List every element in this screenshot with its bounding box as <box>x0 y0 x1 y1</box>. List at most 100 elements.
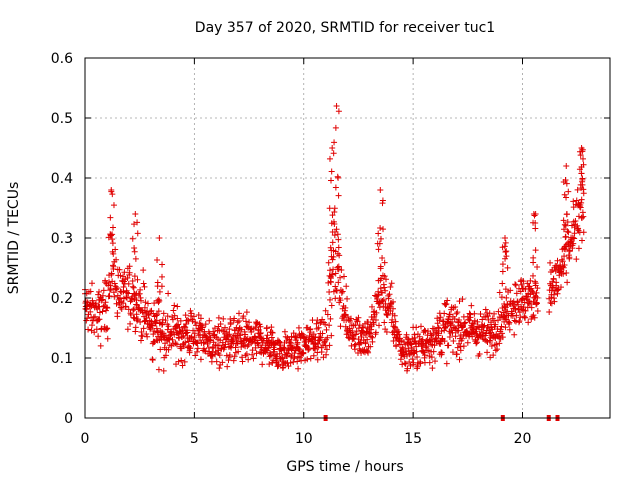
data-point <box>407 362 414 369</box>
data-point <box>468 302 475 309</box>
data-point <box>124 275 131 282</box>
data-point <box>332 270 339 277</box>
data-point <box>561 246 568 253</box>
data-point <box>133 297 140 304</box>
data-point <box>96 288 102 295</box>
data-point <box>159 328 165 335</box>
data-point <box>140 267 147 274</box>
data-point <box>364 336 371 343</box>
data-point <box>506 319 513 326</box>
data-point <box>220 328 227 335</box>
data-point <box>444 297 451 304</box>
data-point <box>182 312 189 319</box>
data-point <box>580 161 587 168</box>
data-point <box>502 255 509 262</box>
data-point <box>504 264 511 271</box>
data-point <box>134 219 141 226</box>
data-point <box>132 324 139 331</box>
data-point <box>162 340 169 347</box>
data-point <box>392 318 399 325</box>
data-point <box>113 286 120 293</box>
data-point <box>124 294 130 301</box>
data-point <box>383 328 390 335</box>
data-point <box>111 280 118 287</box>
data-point <box>174 303 181 310</box>
data-point <box>446 333 453 340</box>
data-point <box>450 337 457 344</box>
data-point <box>129 283 136 290</box>
data-point <box>460 343 467 350</box>
data-point <box>88 327 95 334</box>
data-point <box>554 257 561 264</box>
data-point <box>530 290 537 297</box>
data-point <box>104 305 111 312</box>
data-point <box>430 348 437 355</box>
data-point <box>571 235 578 242</box>
data-point <box>399 344 406 351</box>
y-tick-label: 0 <box>64 411 73 427</box>
data-point <box>225 332 232 339</box>
data-point <box>563 163 570 169</box>
data-point <box>92 313 99 320</box>
data-point <box>418 323 424 330</box>
data-point <box>564 218 571 225</box>
data-point <box>327 244 334 251</box>
data-point <box>379 298 386 305</box>
data-point <box>435 324 442 331</box>
data-point <box>439 349 445 356</box>
data-point <box>99 308 106 315</box>
data-point <box>315 324 322 331</box>
data-point <box>356 322 363 329</box>
data-point <box>294 339 301 346</box>
data-point <box>547 259 554 266</box>
data-point <box>170 307 177 314</box>
data-point <box>383 276 389 283</box>
data-point <box>234 319 241 326</box>
data-point <box>255 326 262 333</box>
data-point <box>124 326 131 333</box>
data-point <box>467 314 474 321</box>
data-point <box>184 329 191 336</box>
data-point <box>326 205 333 212</box>
data-point <box>130 307 137 314</box>
data-point <box>169 316 176 323</box>
data-point <box>104 325 111 332</box>
data-point <box>377 235 384 242</box>
data-point <box>327 315 334 322</box>
data-point <box>387 284 394 291</box>
data-point <box>393 334 400 341</box>
data-point <box>338 289 345 296</box>
data-point <box>269 329 276 336</box>
data-point <box>330 253 337 260</box>
data-point <box>155 366 162 373</box>
data-point <box>354 318 361 325</box>
data-point <box>459 335 466 342</box>
data-point <box>579 155 586 162</box>
data-point <box>502 249 509 256</box>
data-point <box>370 321 377 328</box>
data-point <box>149 322 156 329</box>
data-point <box>257 323 264 330</box>
data-point <box>335 279 342 286</box>
data-point <box>126 263 133 270</box>
data-point <box>314 349 321 356</box>
data-point <box>295 365 302 372</box>
data-point <box>87 308 94 315</box>
data-point <box>127 298 134 305</box>
data-point <box>242 352 249 359</box>
data-point <box>172 340 179 347</box>
x-axis-label: GPS time / hours <box>286 459 403 475</box>
data-point <box>471 310 478 317</box>
data-point <box>144 333 151 340</box>
data-point <box>106 279 113 286</box>
data-point <box>326 342 333 349</box>
data-point <box>298 330 305 337</box>
data-point <box>576 166 583 173</box>
data-point <box>310 331 317 338</box>
data-point <box>134 276 141 283</box>
data-point <box>519 295 526 302</box>
data-point <box>377 285 384 292</box>
data-point <box>335 244 342 251</box>
data-point <box>164 326 171 333</box>
data-point <box>360 324 367 331</box>
